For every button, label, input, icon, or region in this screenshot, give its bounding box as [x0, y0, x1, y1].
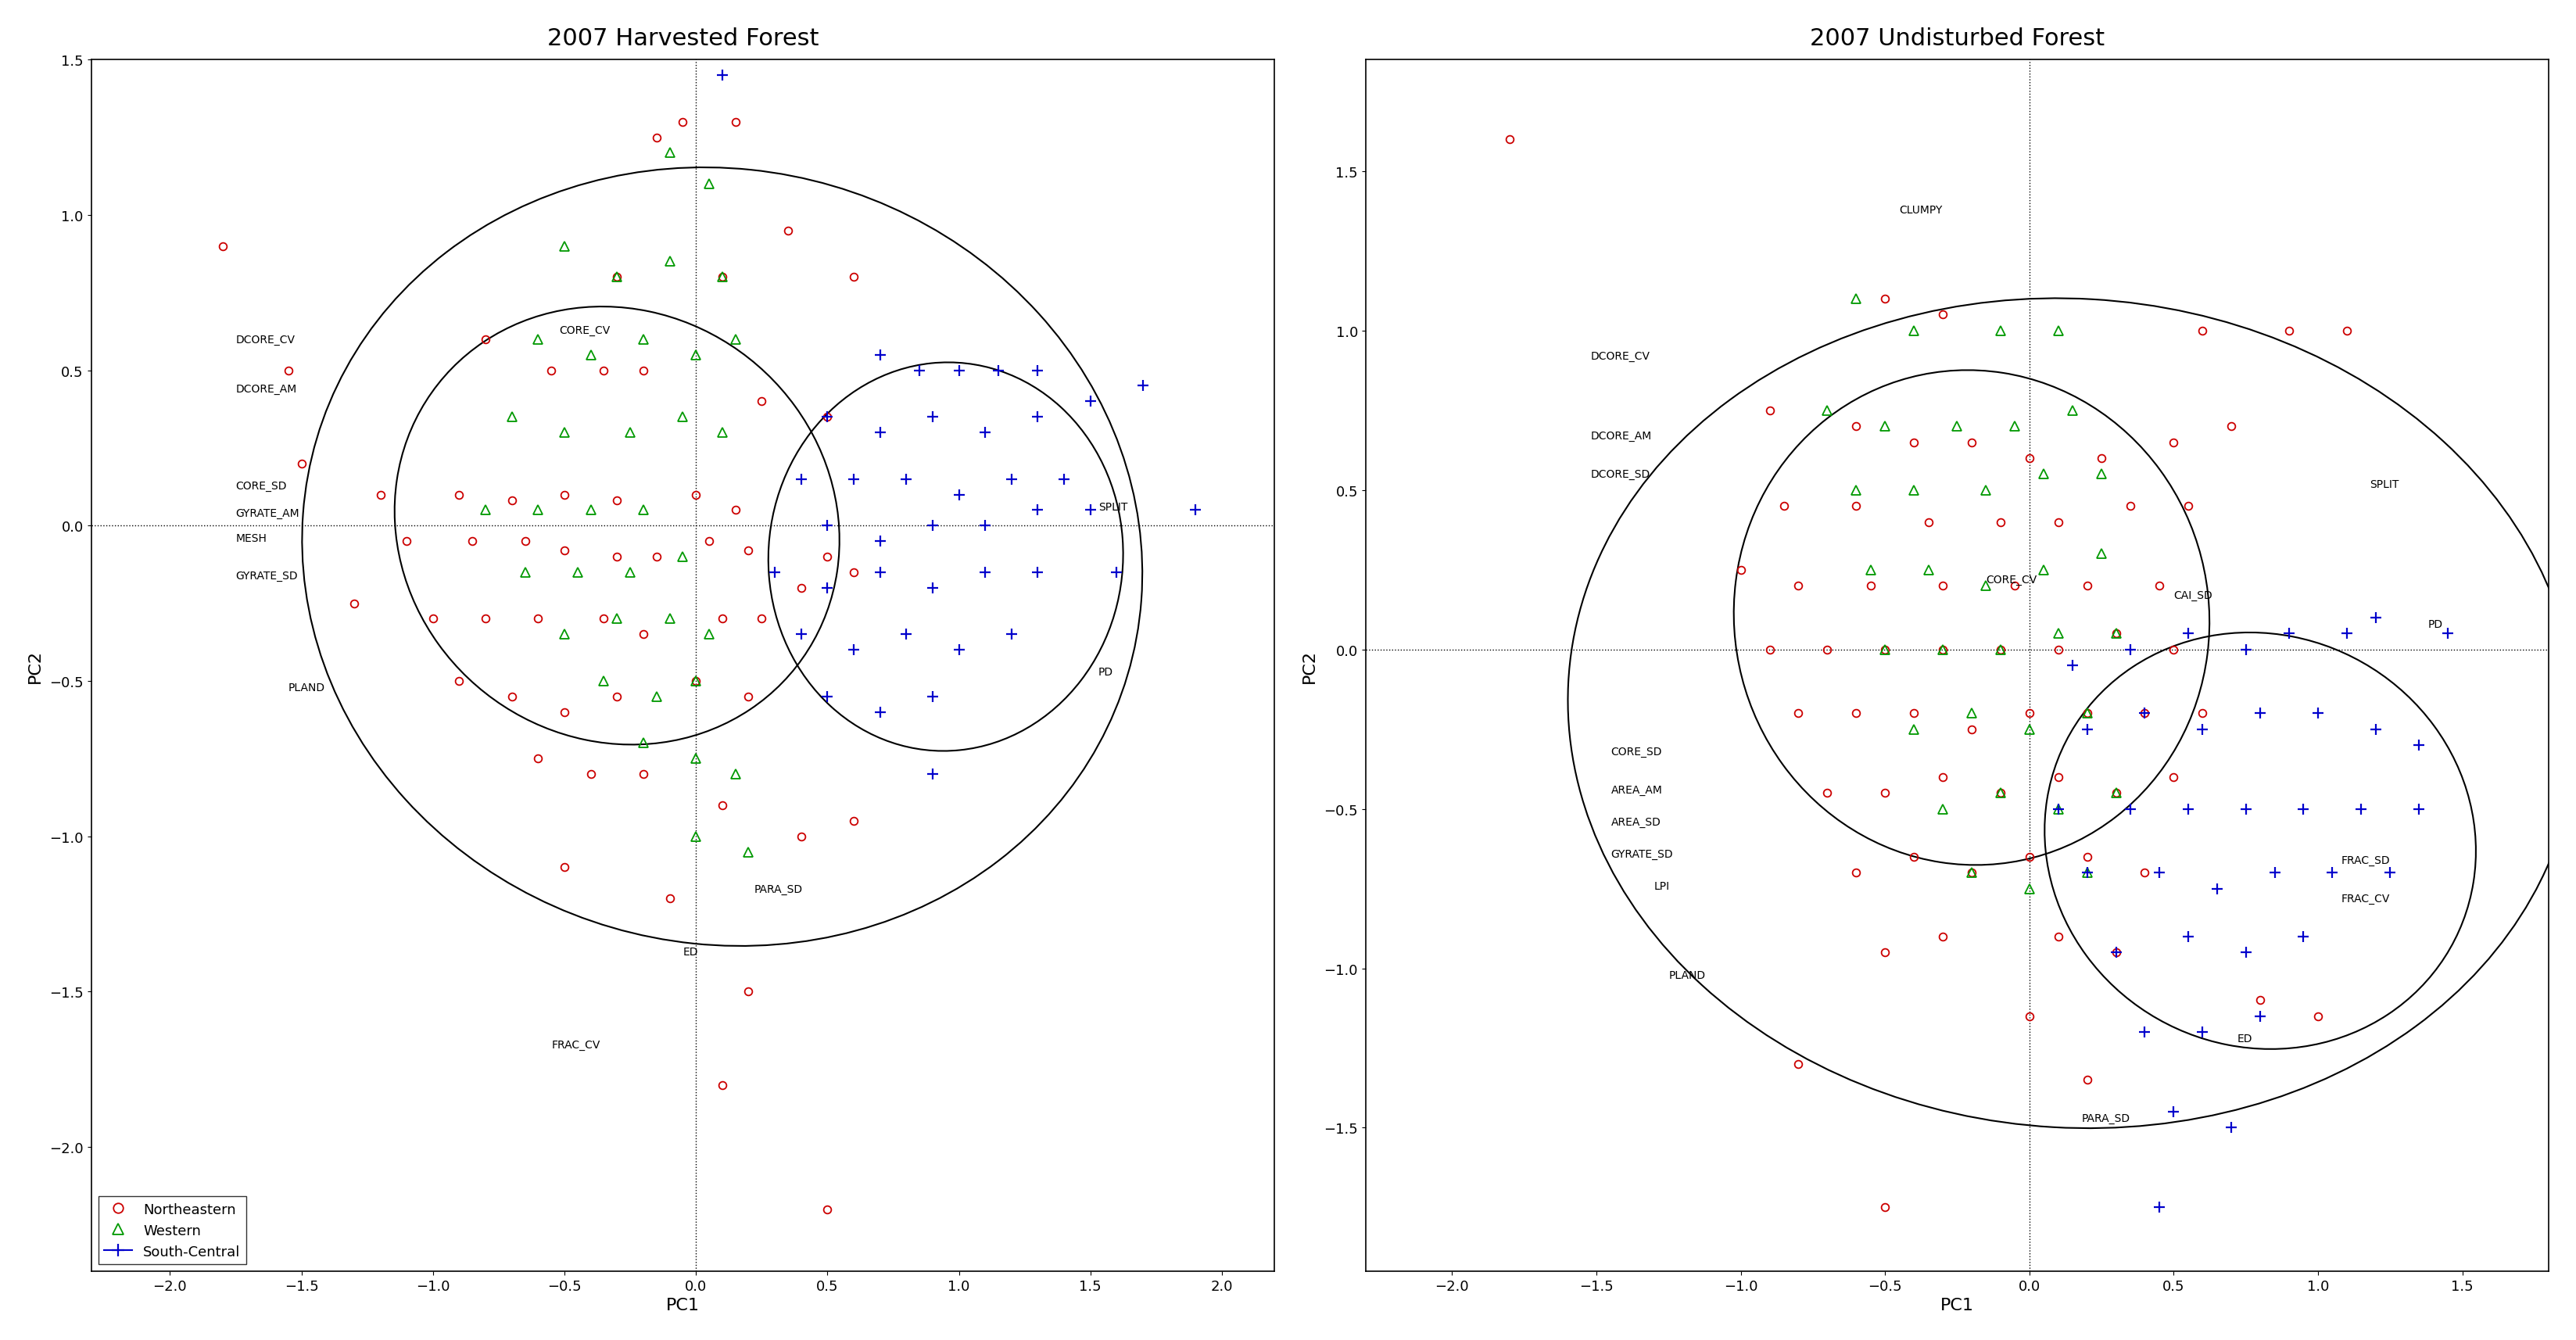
Text: CORE_CV: CORE_CV: [1986, 575, 2038, 586]
Legend: Northeastern, Western, South-Central: Northeastern, Western, South-Central: [98, 1197, 247, 1264]
Text: PARA_SD: PARA_SD: [2081, 1112, 2130, 1124]
Text: PLAND: PLAND: [289, 682, 325, 693]
Text: CORE_CV: CORE_CV: [559, 326, 611, 336]
Text: SPLIT: SPLIT: [2370, 478, 2398, 489]
Text: PARA_SD: PARA_SD: [755, 884, 801, 895]
Text: DCORE_CV: DCORE_CV: [237, 334, 296, 346]
Title: 2007 Harvested Forest: 2007 Harvested Forest: [546, 27, 819, 50]
Text: MESH: MESH: [237, 533, 268, 544]
Text: AREA_AM: AREA_AM: [1610, 785, 1662, 796]
Text: PD: PD: [1097, 666, 1113, 678]
Text: DCORE_AM: DCORE_AM: [237, 385, 296, 395]
Text: FRAC_CV: FRAC_CV: [2342, 892, 2391, 904]
Text: GYRATE_SD: GYRATE_SD: [1610, 848, 1672, 859]
Title: 2007 Undisturbed Forest: 2007 Undisturbed Forest: [1811, 27, 2105, 50]
Text: PD: PD: [2427, 619, 2442, 630]
Text: PLAND: PLAND: [1669, 969, 1705, 981]
Text: FRAC_CV: FRAC_CV: [551, 1038, 600, 1051]
Text: ED: ED: [2236, 1033, 2251, 1044]
Text: AREA_SD: AREA_SD: [1610, 816, 1662, 827]
Text: CORE_SD: CORE_SD: [237, 480, 286, 492]
Text: GYRATE_AM: GYRATE_AM: [237, 508, 299, 519]
Text: ED: ED: [683, 946, 698, 957]
Y-axis label: PC2: PC2: [1301, 649, 1316, 682]
Text: DCORE_CV: DCORE_CV: [1589, 351, 1651, 362]
Text: DCORE_AM: DCORE_AM: [1589, 431, 1651, 442]
X-axis label: PC1: PC1: [1940, 1297, 1973, 1313]
Text: CAI_SD: CAI_SD: [2174, 590, 2213, 602]
Y-axis label: PC2: PC2: [28, 649, 44, 682]
Text: CORE_SD: CORE_SD: [1610, 746, 1662, 757]
Text: CLUMPY: CLUMPY: [1899, 205, 1942, 216]
Text: LPI: LPI: [1654, 880, 1669, 891]
Text: DCORE_SD: DCORE_SD: [1589, 469, 1651, 480]
Text: FRAC_SD: FRAC_SD: [2342, 855, 2391, 866]
X-axis label: PC1: PC1: [667, 1297, 701, 1313]
Text: GYRATE_SD: GYRATE_SD: [237, 571, 299, 582]
Text: SPLIT: SPLIT: [1097, 502, 1128, 513]
